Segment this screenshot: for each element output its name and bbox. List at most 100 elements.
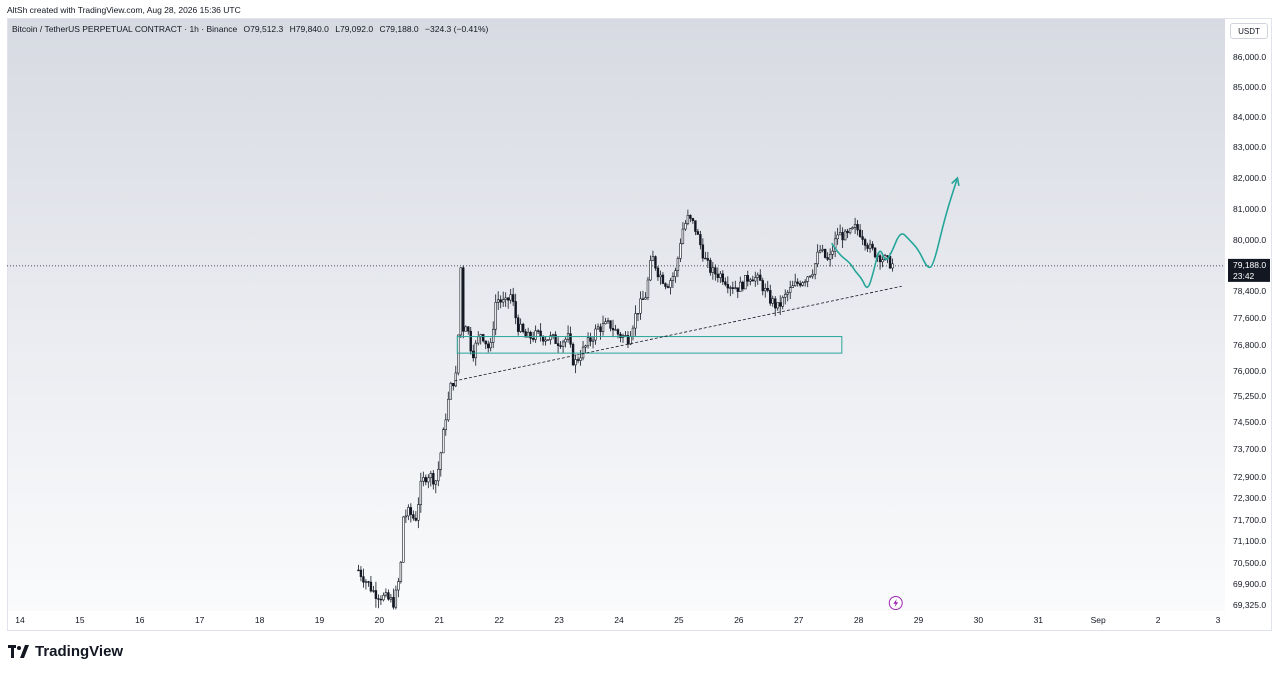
candle-body xyxy=(529,331,532,339)
candle-body xyxy=(736,287,740,292)
candle-body xyxy=(559,345,562,347)
candle-body xyxy=(434,480,438,485)
candle-body xyxy=(609,320,612,329)
candle-body xyxy=(561,341,565,347)
candle-body xyxy=(664,283,667,287)
candle-body xyxy=(509,294,512,301)
candle-body xyxy=(818,249,822,253)
candle-body xyxy=(467,326,470,332)
chart-frame xyxy=(7,18,1272,631)
candle-body xyxy=(776,302,779,309)
candle-body xyxy=(379,598,383,601)
candle-body xyxy=(851,227,854,230)
candle-body xyxy=(574,359,577,366)
close-value: C79,188.0 xyxy=(379,24,419,34)
candle-body xyxy=(771,298,774,304)
candle-body xyxy=(754,277,757,282)
y-tick-label: 86,000.0 xyxy=(1233,52,1266,62)
open-value: O79,512.3 xyxy=(243,24,284,34)
candle-body xyxy=(684,223,687,230)
candle-body xyxy=(459,267,462,336)
candle-body xyxy=(412,514,415,519)
candle-body xyxy=(756,274,759,278)
candle-body xyxy=(504,297,507,300)
candle-body xyxy=(649,260,652,281)
tradingview-wordmark: TradingView xyxy=(35,643,124,660)
candle-body xyxy=(746,275,749,282)
x-tick-label: 22 xyxy=(494,615,504,625)
candle-body xyxy=(868,243,872,249)
candle-body xyxy=(709,260,712,273)
candle-body xyxy=(474,342,477,359)
candle-body xyxy=(506,297,510,301)
candle-body xyxy=(644,297,647,300)
candle-body xyxy=(796,281,799,284)
candle-body xyxy=(681,228,685,244)
candle-body xyxy=(654,256,657,269)
x-tick-label: 23 xyxy=(554,615,564,625)
candle-body xyxy=(569,333,572,345)
candle-body xyxy=(639,298,642,314)
candle-body xyxy=(801,282,804,286)
candle-body xyxy=(611,328,615,331)
candle-body xyxy=(511,294,515,302)
candle-body xyxy=(382,594,385,601)
candle-body xyxy=(494,301,497,330)
y-tick-label: 85,000.0 xyxy=(1233,82,1266,92)
candle-body xyxy=(841,232,844,241)
candle-body xyxy=(863,239,867,246)
low-value: L79,092.0 xyxy=(335,24,374,34)
candle-body xyxy=(704,257,707,260)
candle-body xyxy=(482,334,485,342)
y-tick-label: 71,700.0 xyxy=(1233,515,1266,525)
candle-body xyxy=(541,336,545,342)
candle-body xyxy=(377,598,380,600)
candle-body xyxy=(492,328,495,343)
chart-plot-area[interactable] xyxy=(7,18,1225,611)
candle-body xyxy=(362,576,365,583)
candle-body xyxy=(551,334,555,336)
candle-body xyxy=(439,452,442,470)
candle-body xyxy=(457,334,460,374)
candle-body xyxy=(424,477,428,483)
x-tick-label: 21 xyxy=(435,615,445,625)
candle-body xyxy=(594,328,597,341)
candle-body xyxy=(661,274,665,284)
candle-body xyxy=(853,224,857,228)
candle-body xyxy=(659,274,662,278)
candle-body xyxy=(686,214,690,224)
candle-body xyxy=(806,276,809,282)
candle-body xyxy=(696,231,700,235)
candle-body xyxy=(878,255,882,263)
currency-badge[interactable]: USDT xyxy=(1230,23,1268,39)
candle-body xyxy=(514,301,517,319)
candle-body xyxy=(629,336,632,345)
x-tick-label: 28 xyxy=(854,615,864,625)
candle-body xyxy=(866,245,869,249)
candle-body xyxy=(589,337,592,342)
y-tick-label: 81,000.0 xyxy=(1233,204,1266,214)
symbol-label[interactable]: Bitcoin / TetherUS PERPETUAL CONTRACT · … xyxy=(12,24,238,34)
candle-body xyxy=(794,281,797,287)
candle-body xyxy=(497,299,500,303)
candle-body xyxy=(454,372,457,387)
projection-arrowhead xyxy=(951,176,960,187)
candle-body xyxy=(701,244,705,259)
candle-body xyxy=(751,279,754,282)
candle-body xyxy=(402,516,405,563)
candle-body xyxy=(689,214,692,219)
y-tick-label: 77,600.0 xyxy=(1233,313,1266,323)
candle-body xyxy=(679,243,682,259)
candle-body xyxy=(886,255,889,257)
candle-body xyxy=(409,507,413,515)
candle-body xyxy=(791,285,794,288)
candle-body xyxy=(372,590,375,592)
attribution-text: AltSh created with TradingView.com, Aug … xyxy=(7,5,241,15)
candle-body xyxy=(741,281,744,290)
candle-body xyxy=(711,267,715,273)
candle-body xyxy=(599,326,602,332)
candle-body xyxy=(601,323,605,332)
candle-body xyxy=(531,337,535,340)
candle-body xyxy=(666,286,670,288)
